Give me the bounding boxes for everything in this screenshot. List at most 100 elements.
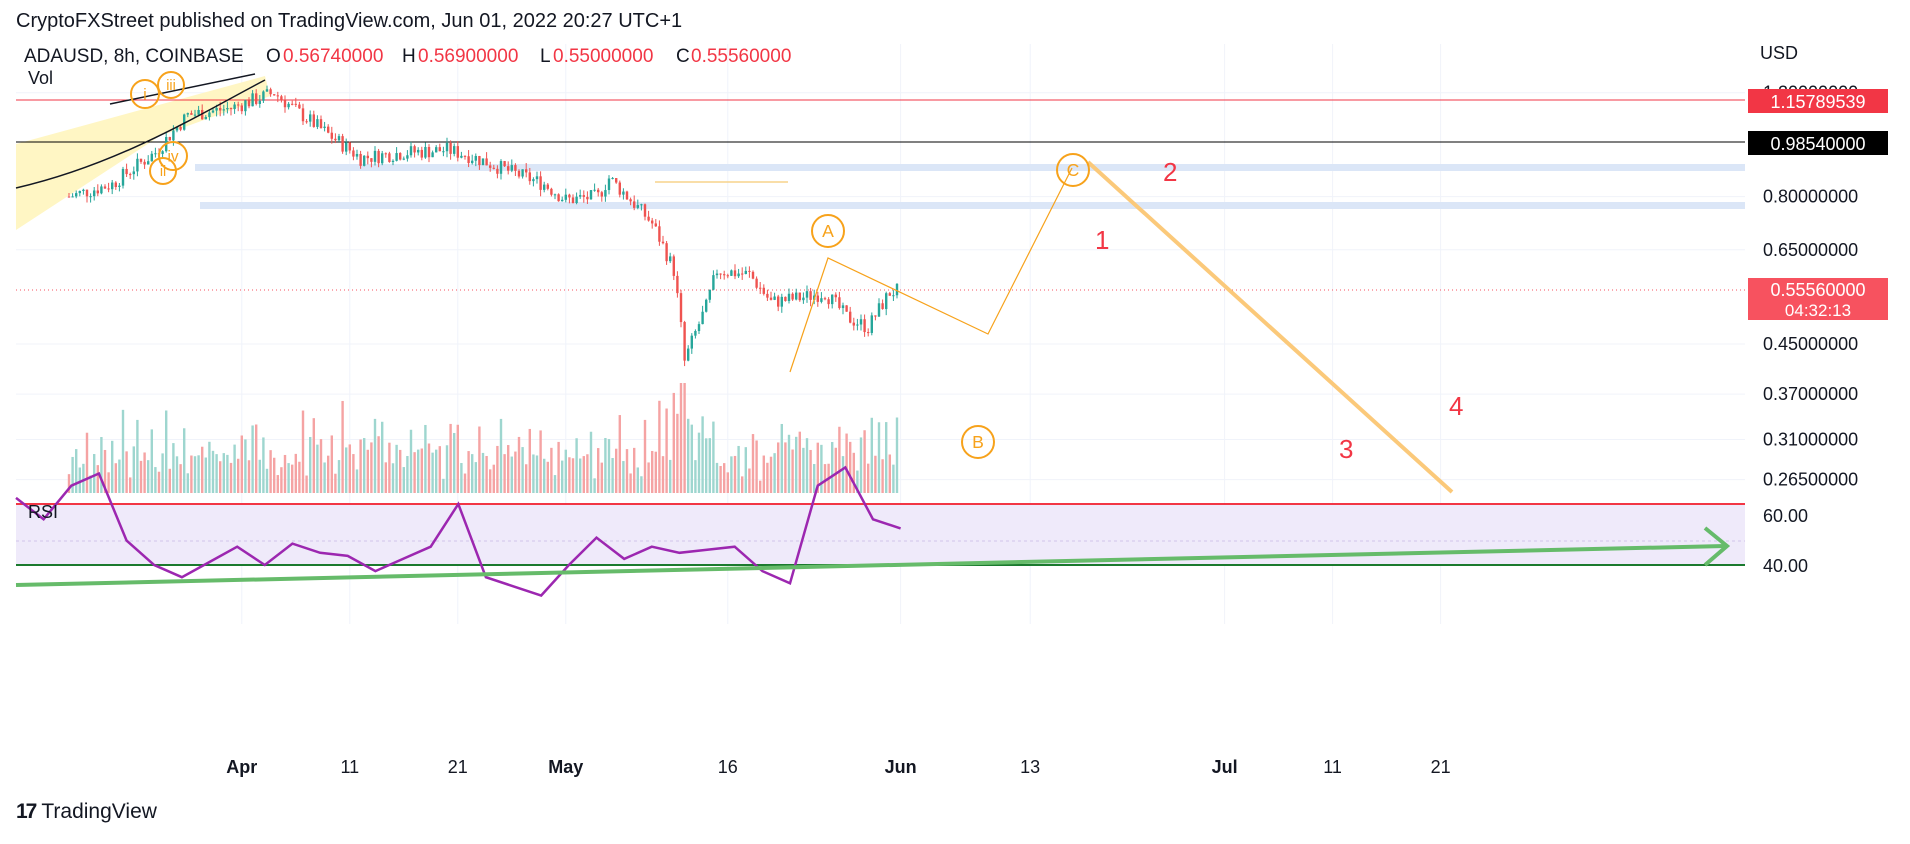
candle-body-108 bbox=[456, 146, 459, 158]
volume-bar-19 bbox=[136, 419, 139, 493]
candle-body-31 bbox=[179, 127, 182, 130]
candle-body-60 bbox=[283, 99, 287, 108]
candle-body-57 bbox=[273, 94, 276, 96]
candle-body-163 bbox=[654, 223, 657, 227]
candle-body-62 bbox=[291, 103, 294, 105]
candle-body-230 bbox=[895, 283, 899, 296]
legend-symbol[interactable]: ADAUSD, 8h, COINBASE bbox=[24, 46, 244, 67]
wedge-highlight bbox=[16, 76, 270, 230]
legend-rsi: RSI bbox=[28, 502, 58, 522]
volume-bar-212 bbox=[831, 442, 834, 493]
candle-body-124 bbox=[514, 165, 517, 171]
volume-bar-108 bbox=[456, 424, 459, 493]
volume-bar-104 bbox=[442, 478, 445, 493]
candle-body-144 bbox=[586, 196, 589, 200]
volume-bar-196 bbox=[773, 453, 776, 493]
volume-bar-171 bbox=[683, 383, 686, 493]
candle-body-39 bbox=[208, 112, 211, 118]
candle-body-224 bbox=[874, 315, 877, 317]
volume-bar-102 bbox=[435, 449, 438, 493]
volume-bar-199 bbox=[784, 442, 787, 493]
candle-body-151 bbox=[611, 178, 614, 180]
candle-body-196 bbox=[773, 296, 776, 300]
volume-bar-46 bbox=[233, 444, 236, 493]
candle-body-72 bbox=[327, 126, 330, 133]
candle-body-38 bbox=[204, 117, 207, 120]
volume-bar-92 bbox=[399, 449, 402, 493]
volume-bar-54 bbox=[262, 437, 265, 493]
volume-bar-77 bbox=[345, 447, 348, 493]
candle-body-106 bbox=[449, 142, 452, 154]
chart-area[interactable]: i ii iii iv A B C 2 1 4 3 Apr 11 21 May 16 Jun 13 Jul… bbox=[0, 43, 1910, 789]
volume-bar-124 bbox=[514, 451, 517, 493]
volume-bar-35 bbox=[193, 456, 197, 493]
candle-body-103 bbox=[438, 147, 441, 152]
volume-bar-79 bbox=[352, 454, 355, 493]
tradingview-footer[interactable]: 17 TradingView bbox=[16, 800, 157, 824]
volume-bars bbox=[67, 383, 899, 493]
volume-bar-8 bbox=[96, 465, 99, 493]
volume-bar-156 bbox=[629, 473, 632, 493]
volume-bar-183 bbox=[726, 472, 729, 493]
candle-body-211 bbox=[827, 299, 830, 305]
candle-body-182 bbox=[723, 274, 726, 276]
volume-bar-135 bbox=[553, 475, 557, 493]
candle-body-216 bbox=[845, 305, 848, 312]
volume-bar-189 bbox=[748, 468, 751, 493]
candle-body-49 bbox=[244, 100, 247, 112]
candle-body-219 bbox=[856, 324, 859, 326]
volume-bar-105 bbox=[445, 445, 449, 493]
volume-bar-60 bbox=[283, 454, 287, 493]
volume-bar-49 bbox=[244, 439, 247, 493]
volume-bar-193 bbox=[762, 455, 765, 493]
volume-bar-149 bbox=[604, 438, 607, 493]
volume-bar-29 bbox=[172, 443, 175, 493]
candle-body-199 bbox=[784, 296, 787, 302]
volume-bar-28 bbox=[168, 468, 171, 493]
volume-bar-154 bbox=[622, 461, 625, 493]
volume-bar-91 bbox=[395, 444, 398, 493]
volume-bar-70 bbox=[319, 439, 323, 493]
volume-bar-207 bbox=[813, 464, 816, 493]
volume-bar-186 bbox=[737, 445, 740, 493]
candle-body-113 bbox=[474, 155, 477, 161]
candle-body-156 bbox=[629, 199, 632, 202]
candle-body-186 bbox=[737, 273, 740, 277]
candle-body-46 bbox=[233, 104, 236, 110]
volume-bar-62 bbox=[291, 464, 294, 493]
volume-bar-187 bbox=[741, 476, 744, 493]
time-tick-7: Jul bbox=[1212, 757, 1238, 777]
candle-body-195 bbox=[769, 297, 773, 300]
volume-bar-182 bbox=[723, 463, 726, 493]
volume-bar-224 bbox=[874, 455, 877, 493]
candle-body-91 bbox=[395, 153, 398, 161]
candle-body-101 bbox=[431, 152, 434, 158]
candle-body-142 bbox=[579, 195, 582, 197]
volume-bar-26 bbox=[161, 453, 164, 493]
volume-bar-202 bbox=[795, 436, 798, 493]
candle-body-154 bbox=[622, 191, 625, 195]
candle-body-55 bbox=[265, 89, 269, 92]
volume-bar-127 bbox=[525, 464, 528, 493]
volume-bar-174 bbox=[694, 460, 697, 493]
price-tick-6: 0.26500000 bbox=[1763, 470, 1858, 490]
candle-body-12 bbox=[111, 182, 114, 190]
projection-label-1: 1 bbox=[1095, 225, 1109, 255]
candle-body-36 bbox=[197, 109, 200, 115]
candle-body-149 bbox=[604, 190, 607, 197]
tag-countdown-text: 04:32:13 bbox=[1785, 301, 1851, 320]
candle-body-214 bbox=[838, 297, 841, 309]
candle-body-172 bbox=[687, 348, 690, 361]
candle-body-1 bbox=[71, 196, 74, 198]
volume-bar-216 bbox=[845, 433, 848, 493]
price-tick-1: 0.80000000 bbox=[1763, 187, 1858, 207]
candle-body-104 bbox=[442, 151, 445, 153]
candle-body-229 bbox=[892, 295, 895, 297]
candle-body-66 bbox=[305, 121, 308, 123]
candle-body-93 bbox=[402, 158, 405, 160]
volume-bar-205 bbox=[805, 438, 809, 493]
candle-body-209 bbox=[820, 298, 823, 302]
candle-body-122 bbox=[507, 166, 510, 171]
candle-body-198 bbox=[780, 296, 783, 307]
